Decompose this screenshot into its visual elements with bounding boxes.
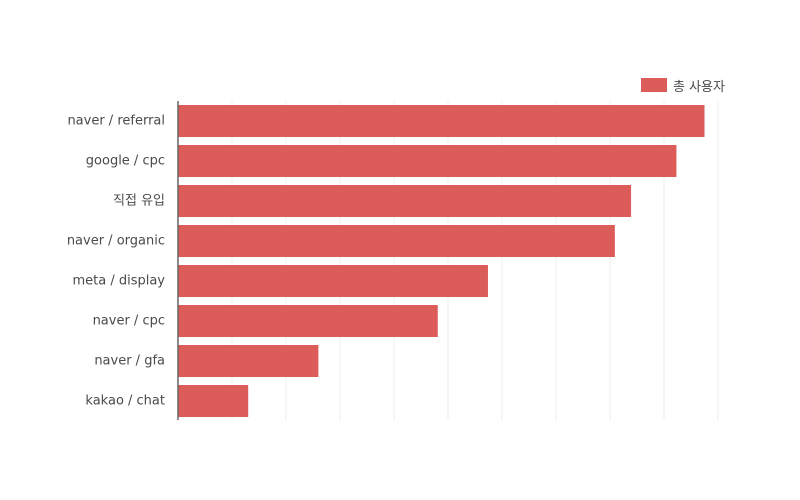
category-label: naver / referral — [67, 114, 165, 129]
bar — [178, 345, 319, 377]
bar — [178, 265, 488, 297]
category-label: 직접 유입 — [113, 194, 165, 209]
bar-series — [178, 105, 705, 417]
category-label: naver / cpc — [93, 314, 165, 329]
category-label: naver / organic — [67, 234, 165, 249]
category-label: naver / gfa — [94, 354, 165, 369]
bar — [178, 225, 615, 257]
legend-swatch — [641, 78, 667, 92]
bar — [178, 385, 249, 417]
category-label: meta / display — [72, 274, 165, 289]
legend: 총 사용자 — [641, 77, 725, 95]
category-labels: naver / referral google / cpc 직접 유입 naver /… — [67, 114, 165, 409]
category-label: kakao / chat — [85, 394, 165, 409]
bar — [178, 145, 677, 177]
bar — [178, 105, 705, 137]
legend-label: 총 사용자 — [673, 79, 725, 95]
bar — [178, 305, 438, 337]
bar — [178, 185, 632, 217]
category-label: google / cpc — [86, 154, 165, 169]
